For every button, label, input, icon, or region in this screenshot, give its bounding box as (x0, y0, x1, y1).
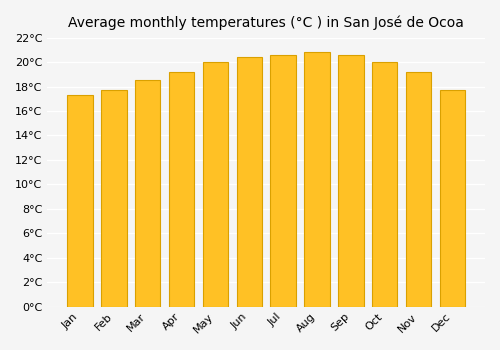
Bar (372, 62, 398, 307)
Bar (270, 55, 296, 307)
Bar (440, 90, 465, 307)
Bar (135, 80, 160, 307)
Bar (304, 52, 330, 307)
Bar (406, 72, 431, 307)
Bar (169, 72, 194, 307)
Title: Average monthly temperatures (°C ) in San José de Ocoa: Average monthly temperatures (°C ) in Sa… (68, 15, 464, 29)
Bar (236, 57, 262, 307)
Bar (202, 62, 228, 307)
Bar (101, 90, 126, 307)
Bar (338, 55, 363, 307)
Bar (68, 95, 92, 307)
